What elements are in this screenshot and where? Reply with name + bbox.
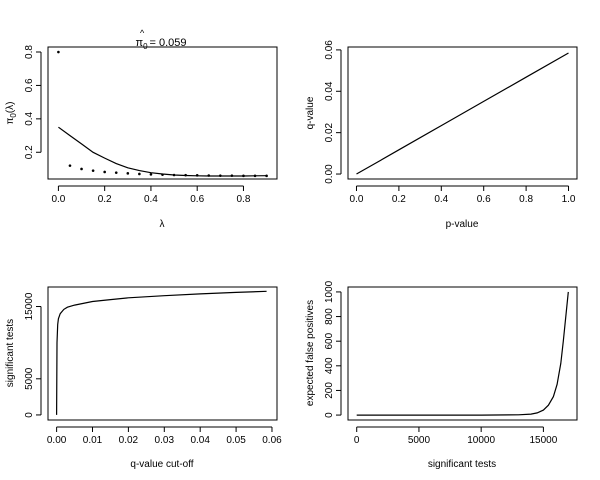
- y-tick-label: 5000: [24, 367, 35, 390]
- panel2-marks: [356, 52, 569, 175]
- x-tick-label: 15000: [529, 435, 557, 446]
- title-hat: ^: [140, 28, 145, 38]
- x-tick-label: 0: [354, 435, 360, 446]
- y-tick-label: 800: [324, 308, 335, 325]
- y-tick-label: 200: [324, 382, 335, 399]
- panel3-frame: [47, 286, 278, 421]
- series-line: [56, 290, 267, 415]
- title-pi: π: [135, 37, 143, 49]
- panel4-ylabel: expected false positives: [305, 300, 316, 406]
- x-tick-label: 0.4: [434, 194, 448, 205]
- x-tick-label: 1.0: [562, 194, 576, 205]
- panel3-axes: 0.00 0.01 0.02 0.03 0.04 0.05 0.06 0 5000 15000: [24, 292, 282, 446]
- series-line: [356, 291, 569, 416]
- series-line: [356, 52, 569, 175]
- ylabel-sub: 0: [9, 113, 18, 118]
- panel1-frame: [47, 46, 278, 180]
- data-point: [149, 173, 153, 176]
- x-tick-label: 0.06: [262, 435, 282, 446]
- y-tick-label: 0.04: [324, 81, 335, 101]
- data-point: [126, 172, 130, 175]
- panel1-xlabel: λ: [160, 219, 165, 230]
- y-tick-label: 0.00: [324, 164, 335, 184]
- panel2-ylabel: q-value: [305, 96, 316, 129]
- y-tick-label: 0: [24, 412, 35, 418]
- panel-efp-vs-sig: 0 5000 10000 15000 0 200 400 600 800 1000 signifi…: [305, 280, 578, 470]
- x-tick-label: 10000: [467, 435, 495, 446]
- x-tick-label: 0.05: [226, 435, 246, 446]
- y-tick-label: 0.6: [24, 78, 35, 92]
- data-point: [138, 172, 141, 176]
- panel4-marks: [356, 291, 569, 416]
- x-tick-label: 0.2: [98, 194, 112, 205]
- ylabel-pi: π: [5, 118, 16, 125]
- x-tick-label: 0.01: [83, 435, 103, 446]
- data-point: [103, 170, 106, 174]
- panel2-frame: [347, 46, 578, 180]
- x-tick-label: 0.2: [392, 194, 406, 205]
- x-tick-label: 0.00: [47, 435, 67, 446]
- x-tick-label: 0.04: [190, 435, 210, 446]
- x-tick-label: 0.03: [155, 435, 175, 446]
- data-point: [91, 169, 95, 172]
- smoother-line: [58, 126, 267, 177]
- panel4-axes: 0 5000 10000 15000 0 200 400 600 800 1000: [324, 280, 558, 446]
- y-tick-label: 15000: [24, 292, 35, 320]
- panel-sig-vs-q: 0.00 0.01 0.02 0.03 0.04 0.05 0.06 0 5000 15000 q…: [5, 286, 282, 470]
- data-point: [57, 50, 60, 54]
- panel1-title: π0 = 0.059: [135, 37, 186, 51]
- y-tick-label: 400: [324, 357, 335, 374]
- x-tick-label: 0.6: [477, 194, 491, 205]
- x-tick-label: 0.02: [119, 435, 139, 446]
- y-tick-label: 600: [324, 332, 335, 349]
- panel1-axes: 0.0 0.2 0.4 0.6 0.8 0.2 0.4 0.6 0.8: [24, 45, 251, 205]
- x-tick-label: 0.6: [190, 194, 204, 205]
- panel3-ylabel: significant tests: [5, 319, 16, 387]
- panel4-xlabel: significant tests: [428, 459, 496, 470]
- y-tick-label: 0.8: [24, 45, 35, 59]
- y-tick-label: 0.2: [24, 145, 35, 159]
- x-tick-label: 0.0: [51, 194, 65, 205]
- x-tick-label: 0.0: [350, 194, 364, 205]
- y-tick-label: 0.06: [324, 40, 335, 60]
- y-tick-label: 0.4: [24, 111, 35, 125]
- y-tick-label: 0.02: [324, 122, 335, 142]
- data-point: [80, 167, 83, 171]
- y-tick-label: 1000: [324, 280, 335, 303]
- panel1-ylabel: π0(λ): [5, 101, 18, 124]
- panel3-marks: [56, 290, 267, 415]
- y-tick-label: 0: [324, 412, 335, 418]
- x-tick-label: 0.4: [144, 194, 158, 205]
- panel-pi0-lambda: π0 = 0.059 ^ 0.0 0.2 0.4 0.6 0.80.20.40.60.8 …: [5, 28, 278, 230]
- panel2-xlabel: p-value: [446, 219, 479, 230]
- ylabel-arg: (λ): [5, 101, 16, 113]
- panel-q-vs-p: 0.0 0.2 0.4 0.6 0.8 1.0 0.00 0.02 0.04 0.06 p-val…: [305, 40, 578, 230]
- panel4-frame: [347, 286, 578, 421]
- x-tick-label: 5000: [408, 435, 431, 446]
- x-tick-label: 0.8: [237, 194, 251, 205]
- x-tick-label: 0.8: [519, 194, 533, 205]
- data-point: [114, 171, 118, 174]
- title-value: = 0.059: [150, 37, 187, 49]
- data-point: [68, 164, 72, 167]
- panel2-axes: 0.0 0.2 0.4 0.6 0.8 1.0 0.00 0.02 0.04 0.06: [324, 40, 576, 205]
- panel1-marks: [57, 50, 268, 178]
- panel3-xlabel: q-value cut-off: [130, 459, 193, 470]
